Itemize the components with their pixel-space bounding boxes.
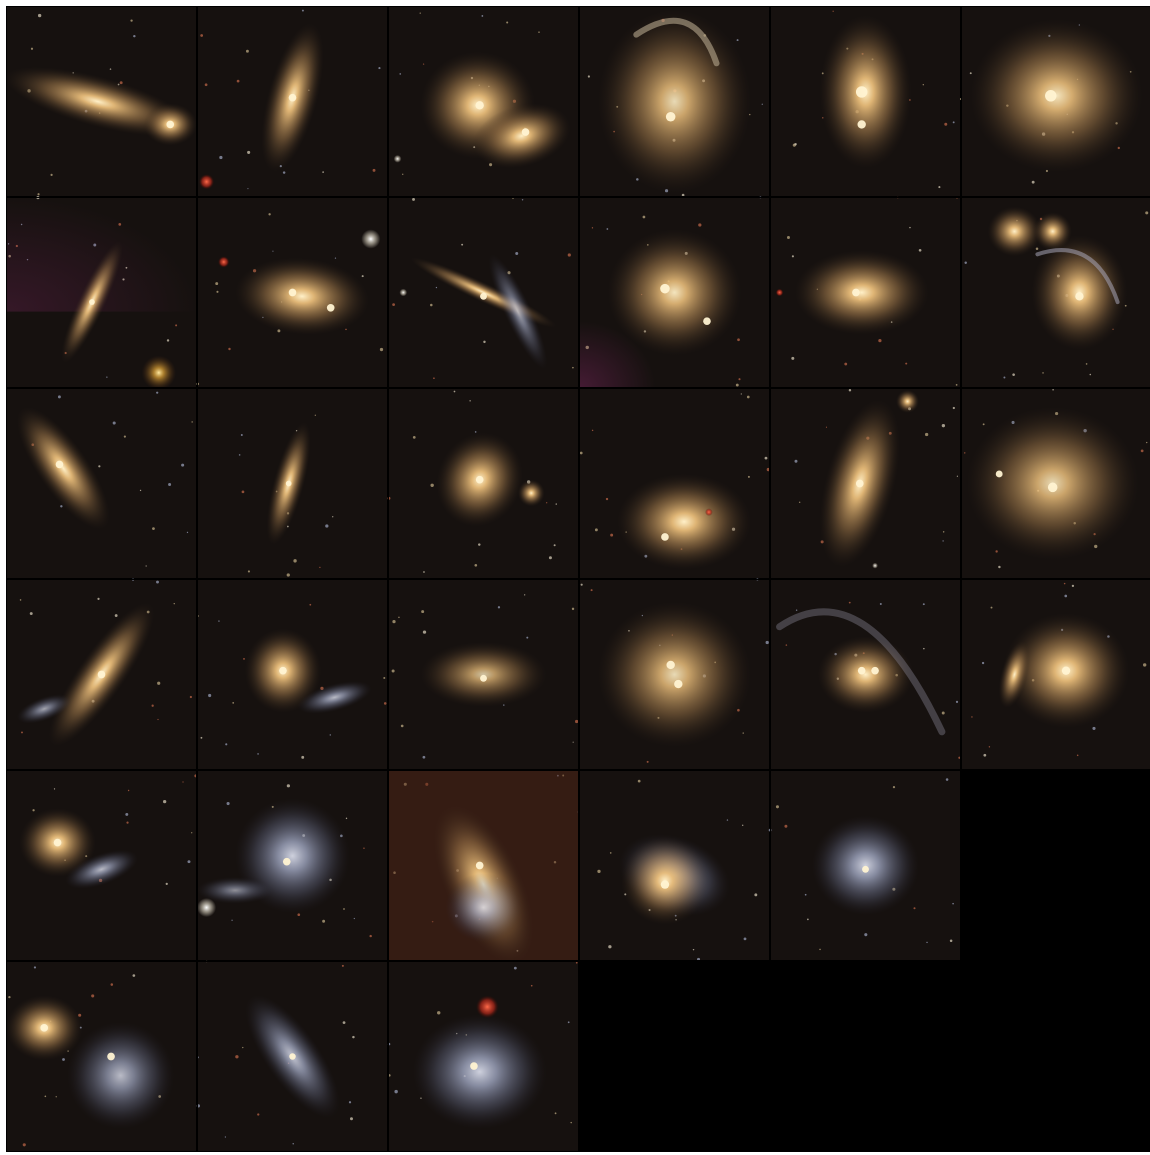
galaxy-tile-face-on-spiral (961, 579, 1150, 770)
galaxy-tile-diagonal-disk (6, 578, 197, 770)
galaxy-tile-thin-edge-on-with-star (6, 196, 197, 390)
galaxy-tile-reddish-field-pair (388, 770, 580, 965)
galaxy-tile-spiral-arms (387, 388, 579, 579)
galaxy-tile-large-elliptical (959, 6, 1150, 197)
galaxy-tile-blue-elongated (196, 960, 388, 1152)
galaxy-tile-ring-spiral-pair (961, 388, 1150, 579)
galaxy-tile-double-core-elliptical (579, 578, 770, 770)
galaxy-tile-elongated-galaxy-pair (6, 6, 197, 197)
galaxy-tile-tilted-disk (6, 388, 197, 579)
empty-tile (961, 770, 1150, 961)
galaxy-tile-pair-blue-disk (6, 770, 198, 961)
galaxy-tile-overlapping-pair (579, 770, 770, 961)
galaxy-tile-blue-triple-with-red-star (387, 961, 579, 1152)
galaxy-tile-pair-blue-companion (197, 579, 388, 770)
empty-tile (770, 961, 961, 1152)
empty-tile (579, 961, 770, 1152)
galaxy-tile-faint-merger (388, 579, 579, 770)
galaxy-tile-faint-edge-on (197, 388, 388, 579)
galaxy-tile-spiral-with-companion (961, 197, 1150, 388)
galaxy-tile-wide-pair (6, 961, 197, 1152)
galaxy-mosaic-canvas (6, 6, 1150, 1152)
galaxy-tile-edge-on-galaxy (197, 6, 388, 197)
galaxy-tile-tidal-arc-merger (579, 6, 770, 197)
galaxy-tile-merging-pair (388, 6, 579, 197)
galaxy-tile-blue-spiral-merger (197, 770, 388, 961)
galaxy-tile-disturbed-disk (770, 196, 961, 388)
galaxy-tile-double-nucleus (770, 6, 961, 197)
galaxy-tile-elliptical-with-companion (579, 196, 770, 388)
galaxy-tile-crossing-disks (388, 197, 579, 389)
galaxy-tile-tidal-tails (770, 579, 961, 770)
empty-tile (961, 961, 1150, 1152)
galaxy-tile-interacting-pair (196, 197, 388, 388)
galaxy-tile-tidal-debris (579, 388, 771, 579)
galaxy-tile-long-spiral-with-plume (770, 388, 961, 579)
galaxy-tile-blue-irregular (768, 770, 961, 961)
galaxy-mosaic (6, 6, 1150, 1152)
